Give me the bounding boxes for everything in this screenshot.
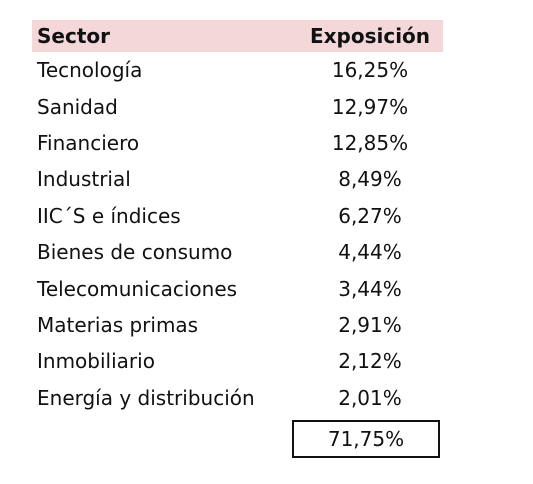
table-row: Energía y distribución 2,01% [32, 380, 443, 416]
exposure-cell: 8,49% [338, 167, 402, 192]
sector-cell: Materias primas [37, 312, 199, 337]
sector-cell: Telecomunicaciones [37, 276, 238, 301]
column-header-exposure: Exposición [309, 24, 431, 48]
total-exposure-cell: 71,75% [292, 420, 440, 458]
sector-cell: Inmobiliario [37, 349, 155, 374]
table-row: IIC´S e índices 6,27% [32, 198, 443, 234]
exposure-cell: 2,01% [338, 385, 402, 410]
exposure-cell: 12,85% [331, 130, 409, 155]
table-row: Sanidad 12,97% [32, 88, 443, 124]
column-header-sector: Sector [37, 24, 110, 48]
exposure-cell: 6,27% [338, 203, 402, 228]
table-row: Materias primas 2,91% [32, 307, 443, 343]
exposure-cell: 16,25% [331, 58, 409, 83]
table-row: Financiero 12,85% [32, 125, 443, 161]
sector-cell: Tecnología [37, 58, 143, 83]
sector-cell: Financiero [37, 130, 140, 155]
sector-cell: Sanidad [37, 94, 118, 119]
table-row: Bienes de consumo 4,44% [32, 234, 443, 270]
sector-cell: Industrial [37, 167, 131, 192]
exposure-cell: 3,44% [338, 276, 402, 301]
exposure-cell: 2,91% [338, 312, 402, 337]
table-header: Sector Exposición [32, 20, 443, 52]
sector-cell: IIC´S e índices [37, 203, 181, 228]
exposure-cell: 2,12% [338, 349, 402, 374]
table-row: Industrial 8,49% [32, 161, 443, 197]
table-row: Telecomunicaciones 3,44% [32, 270, 443, 306]
sector-cell: Energía y distribución [37, 385, 255, 410]
table-row: Inmobiliario 2,12% [32, 343, 443, 379]
exposure-cell: 12,97% [331, 94, 409, 119]
exposure-cell: 4,44% [338, 240, 402, 265]
sector-exposure-table: Sector Exposición Tecnología 16,25% Sani… [32, 20, 443, 416]
sector-cell: Bienes de consumo [37, 240, 233, 265]
table-row: Tecnología 16,25% [32, 52, 443, 88]
